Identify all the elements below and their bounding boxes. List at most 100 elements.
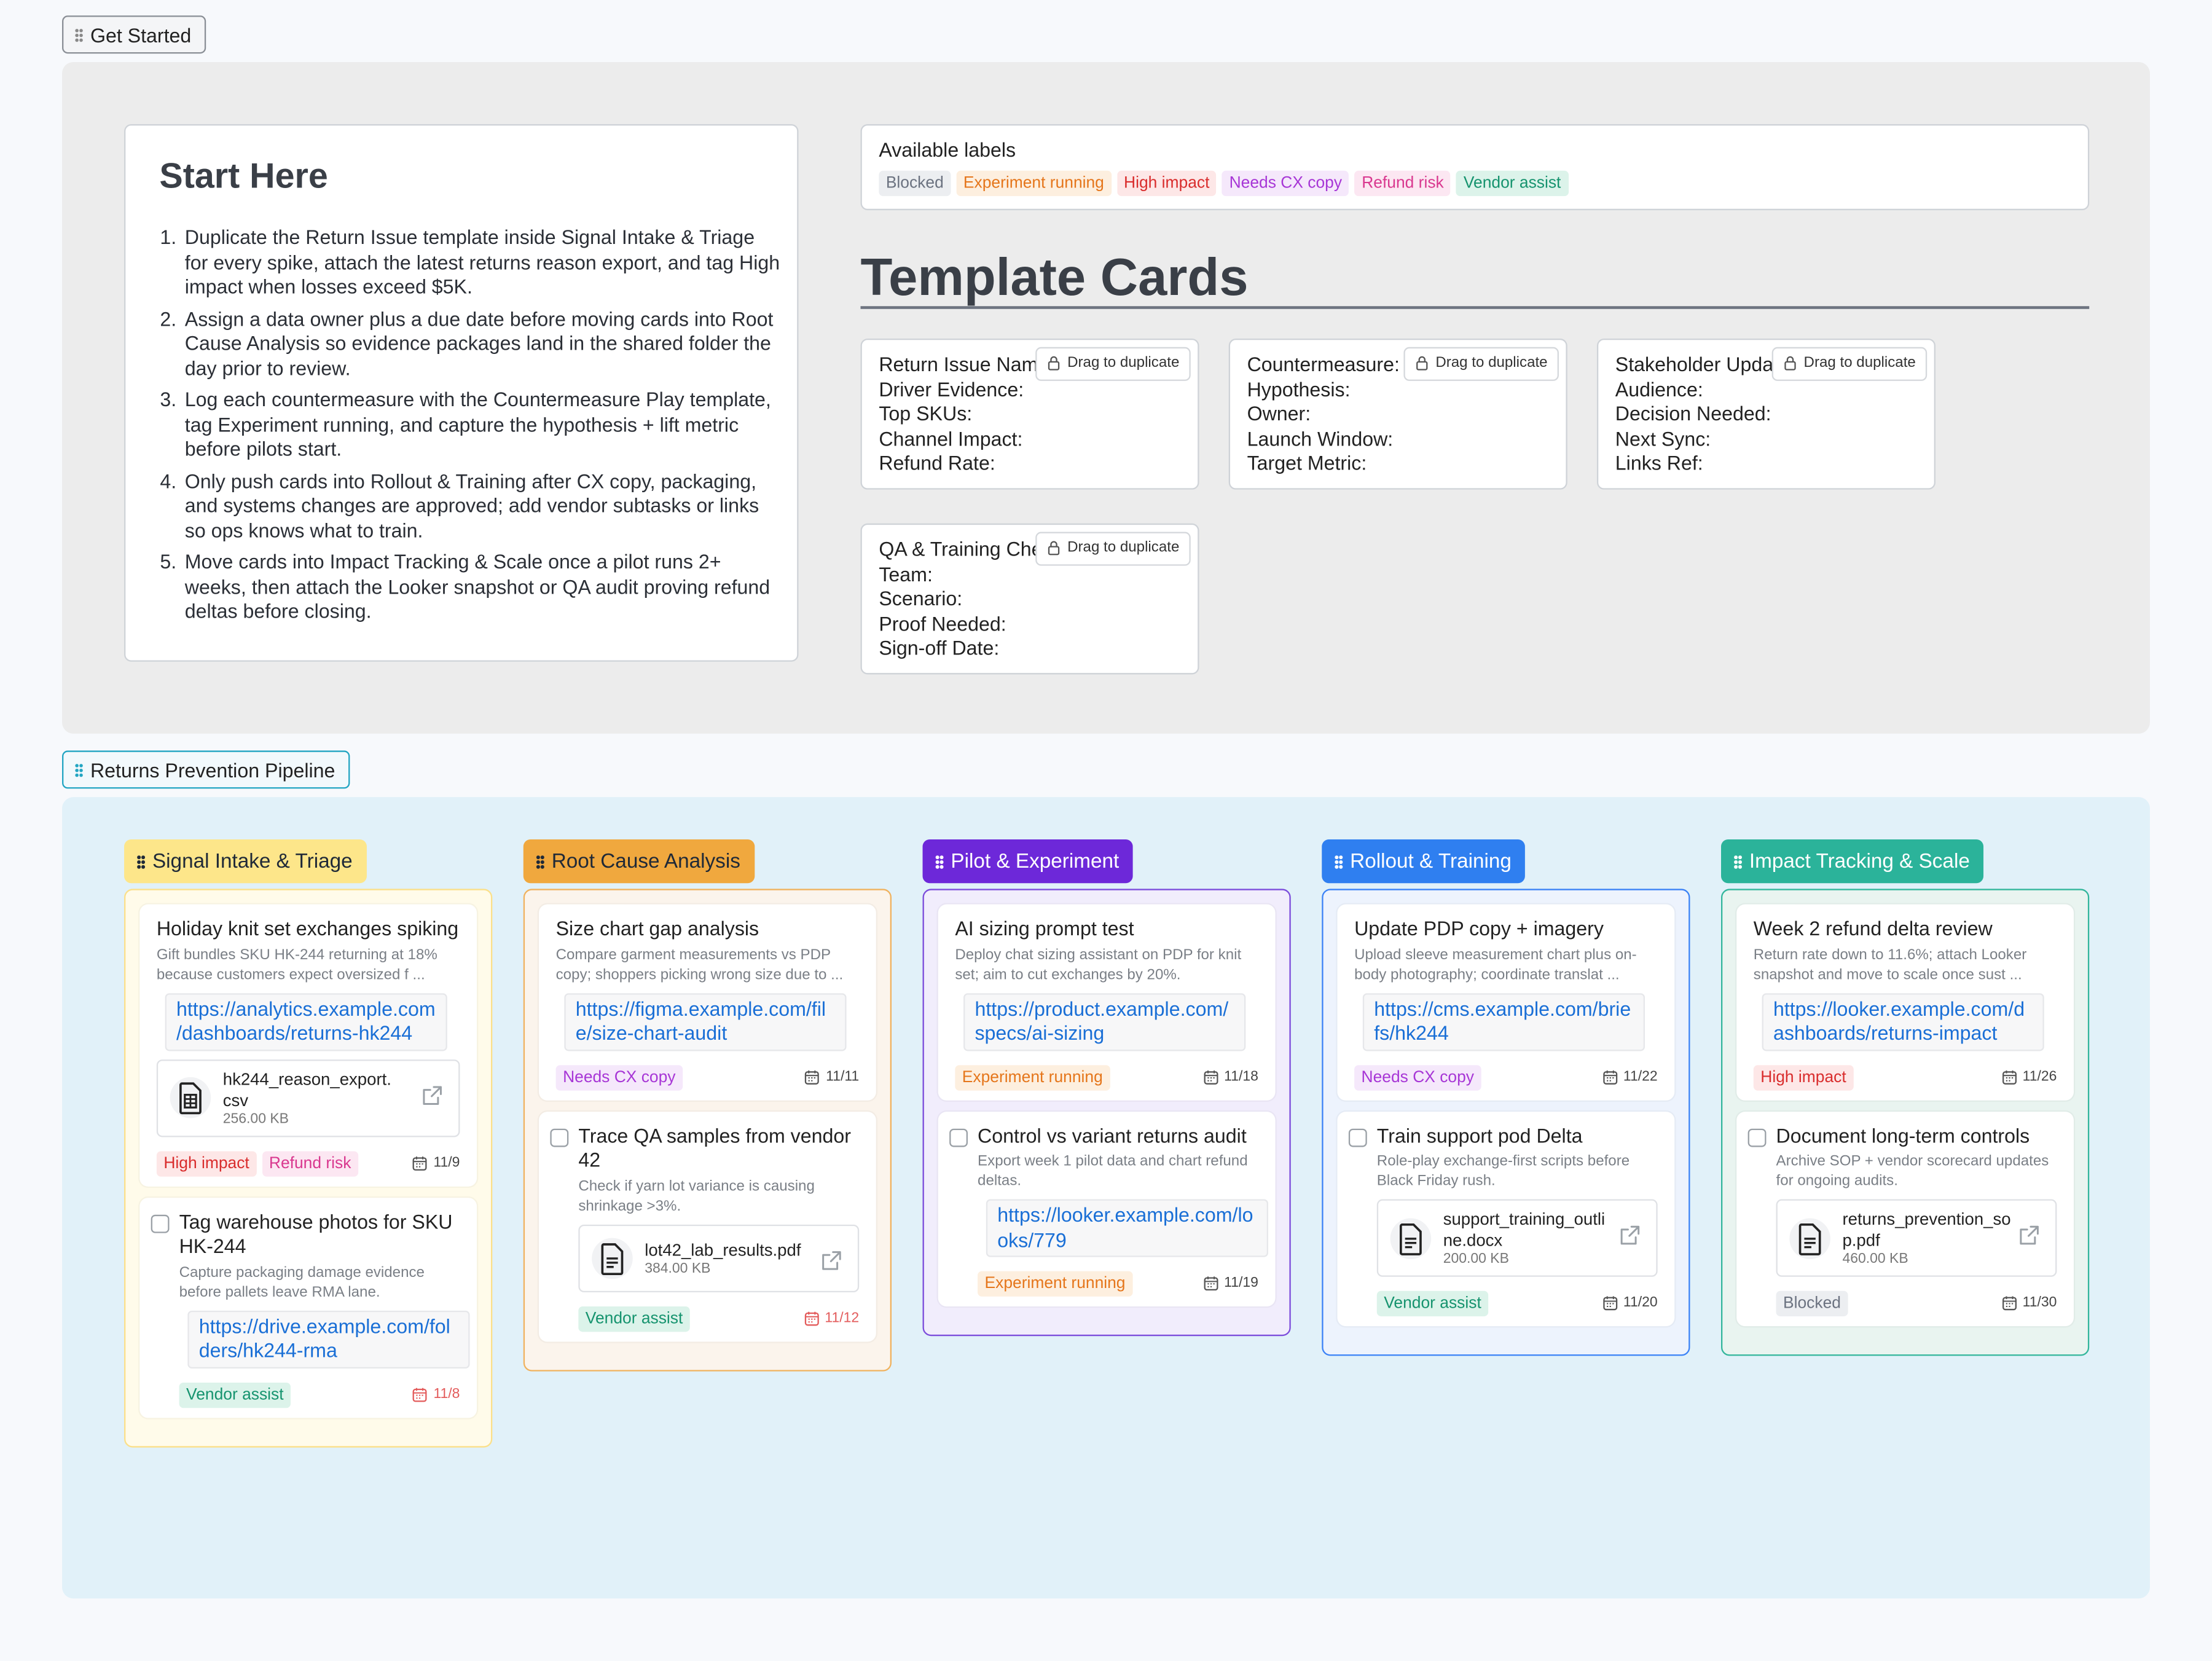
checkbox[interactable] [1348, 1128, 1367, 1147]
task-card[interactable]: Tag warehouse photos for SKU HK-244 Captu… [139, 1197, 477, 1418]
calendar-icon-shape [414, 1156, 426, 1167]
template-field: Next Sync: [1615, 426, 1711, 450]
card-title: Train support pod Delta [1376, 1123, 1583, 1147]
template-field: Launch Window: [1247, 426, 1394, 450]
lock-icon-shape [1047, 546, 1059, 556]
lock-icon-shape [1784, 361, 1795, 371]
column-header[interactable]: Signal Intake & Triage [124, 839, 367, 884]
external-icon-shape [2020, 1225, 2039, 1245]
column-title: Pilot & Experiment [951, 850, 1120, 873]
label-badge: Vendor assist [1376, 1290, 1489, 1317]
due-date-text: 11/12 [825, 1310, 860, 1325]
card-link[interactable]: https://cms.example.com/briefs/hk244 [1362, 992, 1645, 1051]
task-card[interactable]: Update PDP copy + imagery Upload sleeve m… [1337, 904, 1675, 1100]
column-header[interactable]: Pilot & Experiment [922, 839, 1134, 884]
file-size: 200.00 KB [1443, 1251, 1509, 1267]
card-description: Gift bundles SKU HK-244 returning at 18%… [156, 946, 437, 983]
calendar-icon-shape [804, 1311, 819, 1325]
template-field: Top SKUs: [879, 402, 973, 425]
start-here-card: Start Here Duplicate the Return Issue te… [124, 124, 799, 662]
drag-button[interactable]: Drag to duplicate [1035, 347, 1191, 380]
label-badge: Blocked [879, 170, 951, 197]
card-footer: Needs CX copy 11/11 [555, 1063, 859, 1090]
drag-button[interactable]: Drag to duplicate [1403, 347, 1559, 380]
file-icon-shape [1798, 1222, 1821, 1255]
calendar-icon [804, 1310, 819, 1325]
task-card[interactable]: Train support pod Delta Role-play exchang… [1337, 1111, 1675, 1327]
checkbox[interactable] [1747, 1128, 1767, 1147]
calendar-icon-shape [1204, 1276, 1217, 1287]
column-header[interactable]: Root Cause Analysis [523, 839, 755, 884]
task-card[interactable]: Trace QA samples from vendor 42 Check if … [539, 1111, 876, 1341]
task-card[interactable]: Week 2 refund delta review Return rate do… [1736, 904, 2074, 1100]
step: Only push cards into Rollout & Training … [182, 469, 780, 543]
checkbox[interactable] [151, 1214, 170, 1233]
step: Move cards into Impact Tracking & Scale … [182, 550, 780, 624]
external-icon-shape [1620, 1225, 1640, 1245]
open-file[interactable] [820, 1248, 844, 1279]
card-title: AI sizing prompt test [955, 917, 1134, 940]
drag-button[interactable]: Drag to duplicate [1771, 347, 1928, 380]
column-body: AI sizing prompt test Deploy chat sizing … [922, 889, 1291, 1337]
task-card[interactable]: Document long-term controls Archive SOP +… [1736, 1111, 2074, 1327]
card-link[interactable]: https://analytics.example.com/dashboards… [165, 992, 447, 1051]
due-date: 11/26 [2001, 1069, 2057, 1084]
section-tag[interactable]: Returns Prevention Pipeline [62, 750, 350, 789]
card-description: Capture packaging damage evidence before… [179, 1263, 425, 1300]
column-header[interactable]: Impact Tracking & Scale [1720, 839, 1984, 884]
start-here-title: Start Here [159, 156, 328, 197]
drag-handle [1733, 854, 1743, 869]
calendar-icon-shape [1602, 1297, 1617, 1311]
card-labels: High impact [1753, 1063, 1859, 1090]
calendar-icon [1602, 1069, 1617, 1084]
checkbox[interactable] [550, 1128, 569, 1147]
task-card[interactable]: AI sizing prompt test Deploy chat sizing … [938, 904, 1276, 1100]
file-size: 384.00 KB [645, 1260, 711, 1276]
due-date-text: 11/18 [1224, 1069, 1258, 1085]
step: Log each countermeasure with the Counter… [182, 388, 780, 462]
template-card: QA & Training Check: Team: Scenario: Proof … [860, 523, 1199, 675]
due-date: 11/20 [1602, 1295, 1658, 1311]
file-attachment[interactable]: support_training_outline.docx 200.00 KB [1376, 1199, 1658, 1277]
card-link[interactable]: https://product.example.com/specs/ai-siz… [963, 992, 1246, 1051]
drag-handle [74, 27, 84, 42]
tag-text: Returns Prevention Pipeline [90, 758, 335, 781]
template-field: Owner: [1247, 402, 1311, 425]
task-card[interactable]: Holiday knit set exchanges spiking Gift b… [139, 904, 477, 1186]
drag-button[interactable]: Drag to duplicate [1035, 532, 1191, 565]
card-link[interactable]: https://looker.example.com/looks/779 [986, 1199, 1269, 1257]
card-labels: Blocked [1776, 1289, 1854, 1317]
label-badge: Experiment running [955, 1064, 1110, 1090]
checkbox[interactable] [949, 1128, 968, 1147]
template-card-title: Stakeholder Update: [1615, 352, 1795, 375]
template-field: Target Metric: [1247, 451, 1367, 474]
file-icon-shape [184, 1094, 197, 1108]
external-icon [1618, 1223, 1642, 1247]
file-size: 256.00 KB [222, 1111, 289, 1127]
card-link[interactable]: https://looker.example.com/dashboards/re… [1762, 992, 2044, 1051]
templates-title: Template Cards [860, 248, 1249, 307]
template-field: Proof Needed: [879, 611, 1006, 635]
label-badge: Needs CX copy [1222, 170, 1349, 197]
due-date: 11/18 [1203, 1069, 1258, 1084]
column-header[interactable]: Rollout & Training [1322, 839, 1526, 884]
file-attachment[interactable]: returns_prevention_sop.pdf 460.00 KB [1776, 1199, 2057, 1277]
open-file[interactable] [2017, 1223, 2041, 1255]
open-file[interactable] [1618, 1223, 1642, 1255]
card-link[interactable]: https://figma.example.com/file/size-char… [564, 992, 847, 1051]
card-title: Tag warehouse photos for SKU HK-244 [179, 1209, 453, 1257]
task-card[interactable]: Size chart gap analysis Compare garment m… [539, 904, 876, 1100]
task-card[interactable]: Control vs variant returns audit Export w… [938, 1111, 1276, 1307]
card-link[interactable]: https://drive.example.com/folders/hk244-… [187, 1310, 470, 1368]
card-description: Check if yarn lot variance is causing sh… [578, 1177, 815, 1214]
file-attachment[interactable]: hk244_reason_export.csv 256.00 KB [156, 1059, 460, 1137]
open-file[interactable] [420, 1083, 444, 1114]
calendar-icon-shape [1203, 1276, 1218, 1291]
section-tag[interactable]: Get Started [62, 15, 206, 54]
file-attachment[interactable]: lot42_lab_results.pdf 384.00 KB [578, 1223, 860, 1292]
labels-title: Available labels [879, 138, 1016, 161]
card-description: Return rate down to 11.6%; attach Looker… [1753, 946, 2027, 983]
file-info: support_training_outline.docx 200.00 KB [1443, 1209, 1613, 1267]
card-footer: Vendor assist 11/20 [1376, 1289, 1658, 1317]
